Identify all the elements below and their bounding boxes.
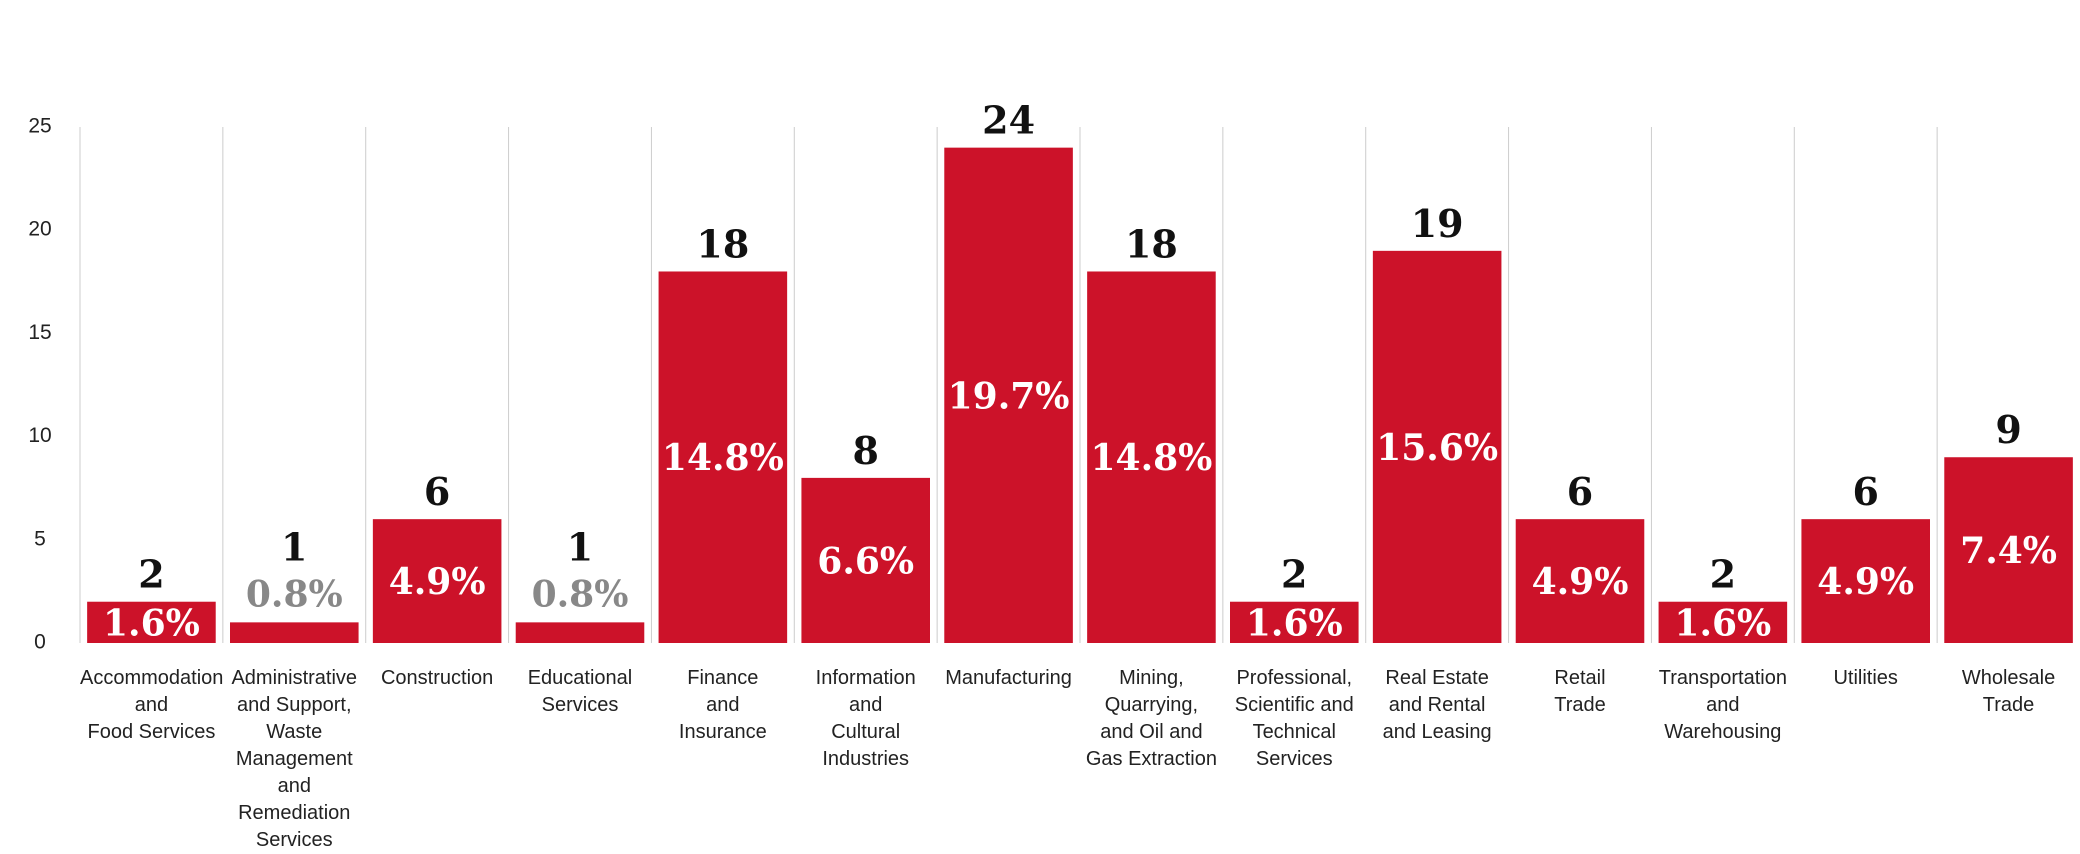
bar [1515,519,1645,643]
value-label: 19 [1411,201,1464,246]
bar [230,622,359,643]
bar [801,477,930,643]
percent-label: 4.9% [1817,561,1914,603]
value-label: 6 [1852,469,1878,514]
x-tick-label: Utilities [1833,667,1898,689]
value-label: 2 [138,552,164,597]
bar [944,147,1073,643]
x-tick-label: Administrative and Support, Waste Manage… [231,667,358,851]
bar [372,519,502,643]
bar [1372,250,1502,643]
percent-label: 4.9% [389,561,486,603]
x-tick-label: Construction [380,667,494,689]
y-tick-label: 0 [34,631,46,654]
value-label: 6 [424,469,450,514]
value-label: 1 [567,524,593,569]
bar [658,271,788,643]
bar [1658,601,1788,643]
percent-label: 1.6% [103,602,200,644]
bar [87,601,216,643]
x-tick-label: Wholesale Trade [1961,667,2056,716]
percent-label: 6.6% [817,540,914,582]
percent-label: 1.6% [1246,602,1343,644]
value-label: 2 [1281,552,1307,597]
value-label: 2 [1710,552,1736,597]
page: 0 5 10 15 20 25 1.6% 2 0.8% 1 4.9% 6 0.8% 1 14.8% 18 6.6… [28,97,2073,851]
percent-label: 14.8% [1090,437,1212,479]
y-tick-label: 10 [28,424,51,447]
percent-label: 4.9% [1532,561,1629,603]
percent-label: 0.8% [532,573,629,615]
bar [1087,271,1216,643]
y-tick-label: 5 [34,527,46,550]
value-label: 24 [982,98,1035,143]
percent-label: 0.8% [246,573,343,615]
x-tick-label: Retail Trade [1554,667,1606,716]
value-label: 9 [1995,407,2021,452]
percent-label: 1.6% [1674,602,1771,644]
value-label: 18 [696,221,749,266]
bar [1230,601,1359,643]
value-label: 1 [281,524,307,569]
bar [1944,457,2073,643]
x-tick-label: Finance and Insurance [678,667,767,743]
percent-label: 7.4% [1960,530,2057,572]
bar [515,622,645,643]
x-tick-label: Educational Services [527,667,633,716]
percent-label: 15.6% [1376,427,1498,469]
x-tick-label: Mining, Quarrying, and Oil and Gas Extra… [1085,667,1217,770]
y-tick-label: 20 [28,218,51,241]
x-tick-label: Information and Cultural Industries [815,667,916,770]
percent-label: 19.7% [948,375,1070,417]
bar [1801,519,1930,643]
x-tick-label: Transportation and Warehousing [1658,667,1787,743]
percent-label: 14.8% [662,437,784,479]
y-tick-label: 25 [28,115,51,138]
value-label: 18 [1125,221,1178,266]
value-label: 6 [1567,469,1593,514]
x-tick-label: Real Estate and Rental and Leasing [1382,667,1492,743]
x-tick-label: Accommodation and Food Services [80,667,224,743]
x-tick-label: Professional, Scientific and Technical S… [1234,667,1354,770]
x-tick-label: Manufacturing [945,667,1072,689]
y-tick-label: 15 [28,321,51,344]
value-label: 8 [852,428,878,473]
